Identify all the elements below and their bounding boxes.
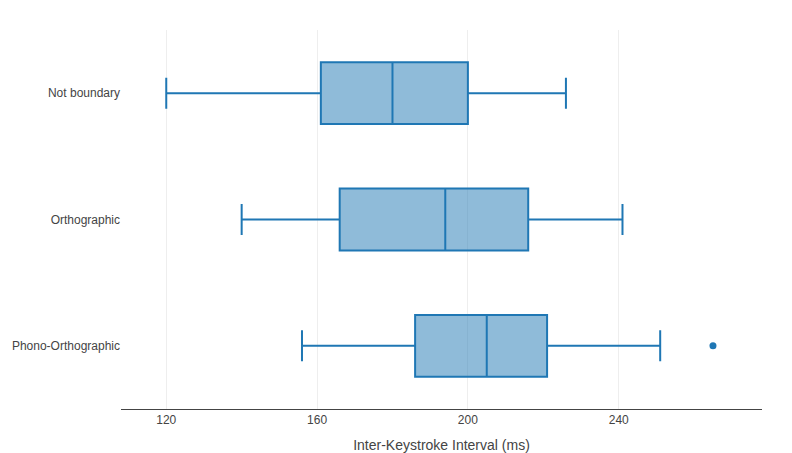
svg-text:Phono-Orthographic: Phono-Orthographic: [12, 339, 120, 353]
svg-text:Not boundary: Not boundary: [48, 86, 120, 100]
svg-text:Orthographic: Orthographic: [51, 213, 120, 227]
svg-text:200: 200: [458, 413, 478, 427]
svg-text:240: 240: [609, 413, 629, 427]
svg-text:120: 120: [156, 413, 176, 427]
svg-text:160: 160: [307, 413, 327, 427]
svg-text:Inter-Keystroke Interval (ms): Inter-Keystroke Interval (ms): [353, 437, 530, 453]
